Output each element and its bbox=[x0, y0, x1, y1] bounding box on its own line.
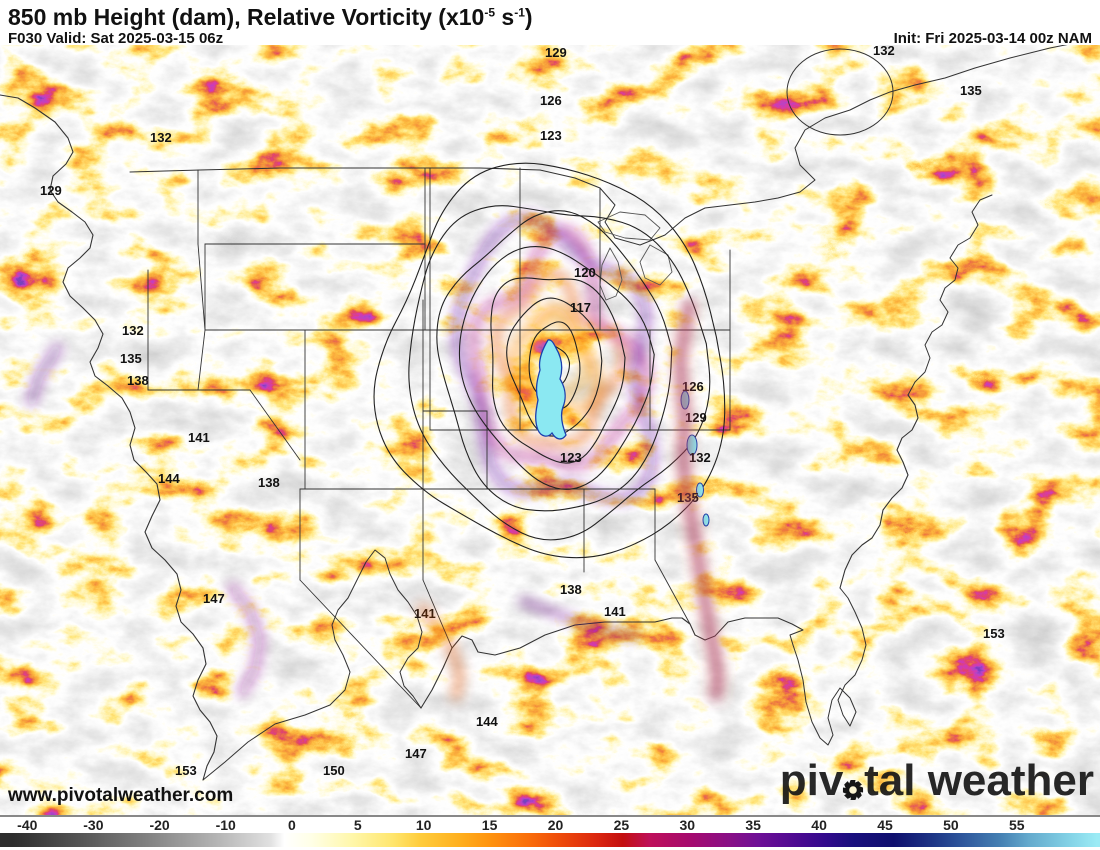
svg-text:150: 150 bbox=[323, 763, 345, 778]
svg-text:132: 132 bbox=[689, 450, 711, 465]
svg-text:132: 132 bbox=[122, 323, 144, 338]
svg-text:153: 153 bbox=[175, 763, 197, 778]
svg-text:117: 117 bbox=[570, 300, 591, 315]
svg-text:120: 120 bbox=[574, 265, 596, 280]
svg-text:123: 123 bbox=[560, 450, 582, 465]
svg-text:147: 147 bbox=[203, 591, 225, 606]
svg-text:144: 144 bbox=[476, 714, 498, 729]
svg-text:132: 132 bbox=[150, 130, 172, 145]
svg-text:132: 132 bbox=[873, 45, 895, 58]
svg-text:138: 138 bbox=[258, 475, 280, 490]
svg-text:138: 138 bbox=[127, 373, 149, 388]
svg-text:147: 147 bbox=[405, 746, 427, 761]
svg-text:123: 123 bbox=[540, 128, 562, 143]
svg-text:141: 141 bbox=[604, 604, 626, 619]
svg-text:153: 153 bbox=[983, 626, 1005, 641]
svg-text:141: 141 bbox=[188, 430, 210, 445]
svg-text:129: 129 bbox=[545, 45, 567, 60]
svg-text:138: 138 bbox=[560, 582, 582, 597]
svg-text:135: 135 bbox=[960, 83, 982, 98]
svg-text:126: 126 bbox=[540, 93, 562, 108]
svg-text:135: 135 bbox=[120, 351, 142, 366]
svg-text:129: 129 bbox=[40, 183, 62, 198]
svg-text:144: 144 bbox=[158, 471, 180, 486]
